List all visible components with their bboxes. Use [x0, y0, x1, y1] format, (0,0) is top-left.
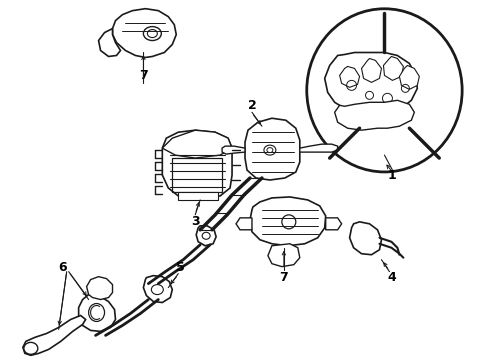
Text: 7: 7 [139, 69, 148, 82]
Text: 7: 7 [279, 271, 288, 284]
Polygon shape [326, 218, 342, 230]
Polygon shape [362, 58, 382, 82]
Polygon shape [236, 218, 252, 230]
Polygon shape [349, 222, 382, 255]
Ellipse shape [264, 145, 276, 155]
Polygon shape [162, 130, 232, 198]
Polygon shape [222, 146, 245, 154]
Ellipse shape [89, 303, 104, 321]
Ellipse shape [144, 27, 161, 41]
Polygon shape [300, 144, 338, 152]
Text: 4: 4 [387, 271, 396, 284]
Ellipse shape [24, 342, 38, 354]
Text: 5: 5 [176, 261, 185, 274]
Polygon shape [23, 315, 86, 355]
Polygon shape [384, 57, 403, 80]
Polygon shape [325, 53, 417, 112]
Text: 1: 1 [388, 168, 397, 181]
Text: 2: 2 [247, 99, 256, 112]
Polygon shape [87, 276, 113, 300]
Polygon shape [98, 28, 121, 57]
Ellipse shape [202, 232, 210, 239]
Polygon shape [144, 276, 172, 302]
Polygon shape [245, 118, 300, 180]
Polygon shape [340, 67, 360, 87]
Polygon shape [250, 197, 326, 246]
Polygon shape [268, 244, 300, 267]
Polygon shape [335, 100, 415, 130]
Polygon shape [399, 66, 419, 89]
Text: 3: 3 [191, 215, 199, 228]
Polygon shape [113, 9, 176, 58]
Polygon shape [178, 192, 218, 200]
Polygon shape [162, 130, 232, 158]
Polygon shape [196, 226, 216, 246]
Ellipse shape [151, 285, 163, 294]
Polygon shape [78, 293, 116, 332]
Text: 6: 6 [58, 261, 67, 274]
